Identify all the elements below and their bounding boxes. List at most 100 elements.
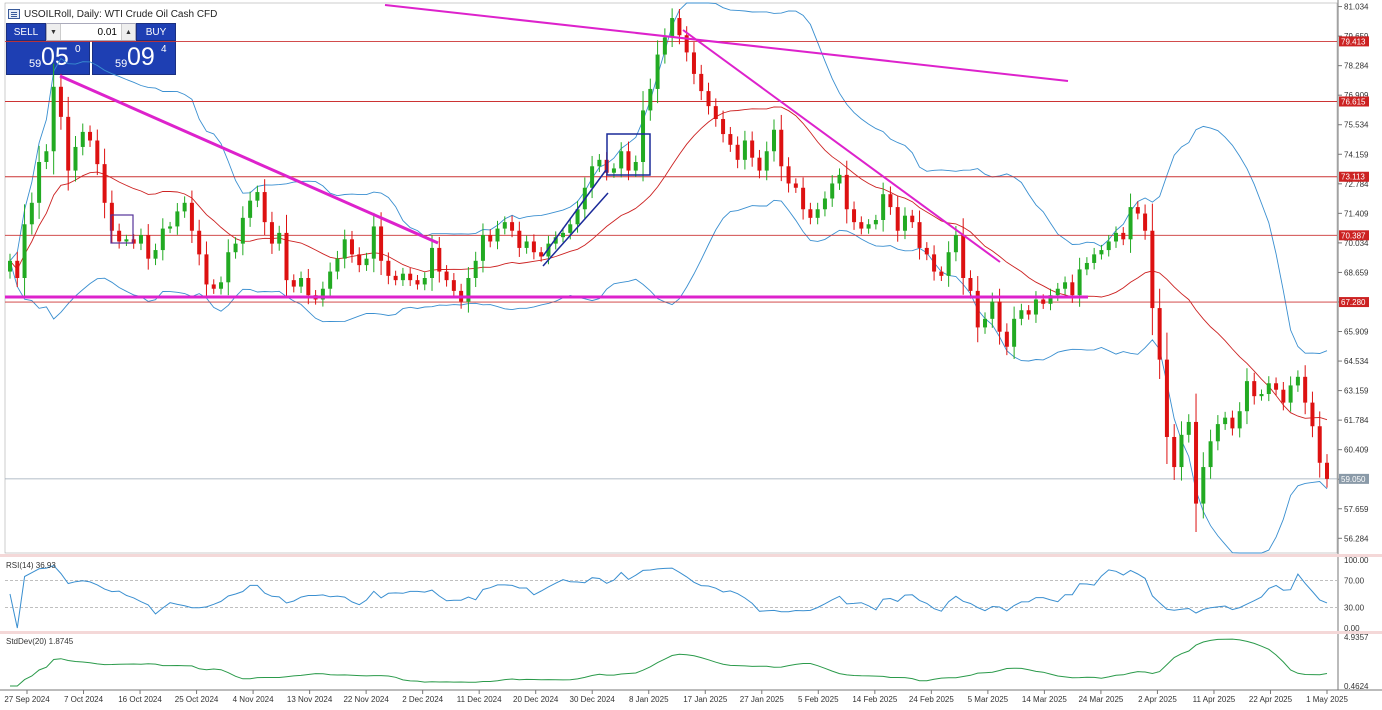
buy-button[interactable]: BUY (136, 23, 176, 41)
lot-decrease-icon[interactable]: ▼ (47, 24, 61, 40)
candle-body (58, 86, 63, 117)
candle-body (197, 230, 202, 255)
current-price-tag (1339, 473, 1369, 484)
buy-price-sup: 4 (161, 44, 167, 55)
price-tick-label: 57.659 (1344, 505, 1369, 514)
candle-body (1055, 288, 1060, 296)
date-tick-label: 11 Dec 2024 (457, 695, 502, 704)
candle-body (488, 235, 493, 242)
candle-body (684, 35, 689, 53)
stddev-label: StdDev(20) 1.8745 (6, 637, 74, 646)
chart-title: USOILRoll, Daily: WTI Crude Oil Cash CFD (24, 9, 218, 20)
candle-body (1041, 299, 1046, 304)
candle-body (1113, 232, 1118, 242)
candle-body (699, 73, 704, 92)
candle-body (88, 131, 93, 141)
candle-body (408, 273, 413, 281)
candle-body (1295, 376, 1300, 386)
lot-increase-icon[interactable]: ▲ (121, 24, 135, 40)
date-tick-label: 25 Oct 2024 (175, 695, 219, 704)
date-tick-label: 4 Nov 2024 (233, 695, 274, 704)
candle-body (1186, 421, 1191, 435)
candle-body (670, 18, 675, 38)
candle-body (1281, 389, 1286, 403)
candle-body (379, 226, 384, 261)
date-tick-label: 14 Feb 2025 (852, 695, 897, 704)
sell-price-sup: 0 (75, 44, 81, 55)
candle-body (1121, 232, 1126, 240)
channel-line (542, 192, 609, 267)
date-tick-label: 11 Apr 2025 (1193, 695, 1236, 704)
level-price-label: 76.615 (1341, 98, 1366, 107)
candle-body (852, 209, 857, 223)
candle-body (1288, 385, 1293, 403)
candle-body (328, 271, 333, 289)
one-click-trading-panel: SELL ▼ 0.01 ▲ BUY 59 05 0 59 09 4 (6, 23, 176, 75)
candle-body (357, 254, 362, 266)
candle-body (153, 250, 158, 259)
candle-body (961, 235, 966, 278)
candle-body (881, 194, 886, 220)
candle-body (1143, 213, 1148, 231)
candle-body (735, 144, 740, 160)
candle-body (1004, 331, 1009, 347)
candle-body (539, 252, 544, 257)
trendline-descending-2 (682, 29, 1001, 263)
candle-body (473, 260, 478, 278)
candle-body (466, 278, 471, 302)
candle-body (1033, 299, 1038, 315)
candle-body (757, 157, 762, 171)
date-tick-label: 7 Oct 2024 (64, 695, 104, 704)
candle-body (1230, 417, 1235, 429)
date-tick-label: 2 Dec 2024 (402, 695, 443, 704)
date-tick-label: 27 Jan 2025 (740, 695, 785, 704)
stddev-tick-label: 0.4624 (1344, 682, 1369, 691)
candle-body (124, 239, 129, 242)
candle-body (575, 209, 580, 225)
stddev-line (10, 638, 1328, 687)
consolidation-box (606, 133, 651, 176)
sell-button[interactable]: SELL (6, 23, 46, 41)
pane-separator (0, 631, 1382, 634)
chart-menu-icon[interactable] (8, 9, 20, 19)
channel-line (542, 169, 607, 257)
candle-body (495, 228, 500, 242)
candle-body (706, 91, 711, 107)
date-tick-label: 22 Nov 2024 (343, 695, 389, 704)
lot-size-input[interactable]: ▼ 0.01 ▲ (46, 23, 136, 41)
buy-price-button[interactable]: 59 09 4 (92, 41, 176, 75)
candle-body (117, 230, 122, 242)
candle-body (393, 275, 398, 281)
candle-body (764, 151, 769, 171)
candle-body (95, 140, 100, 165)
candle-body (866, 224, 871, 229)
buy-price-small: 59 (115, 58, 128, 70)
candle-body (524, 241, 529, 248)
candle-body (284, 232, 289, 281)
candle-body (262, 192, 267, 223)
candle-body (1252, 381, 1257, 397)
candle-body (1317, 426, 1322, 463)
candle-body (742, 140, 747, 160)
price-tick-label: 64.534 (1344, 357, 1369, 366)
lot-value: 0.01 (97, 26, 117, 38)
candle-body (568, 224, 573, 233)
candle-body (211, 284, 216, 289)
candle-body (808, 209, 813, 218)
candle-body (386, 260, 391, 276)
level-price-tag (1339, 171, 1369, 182)
candle-body (182, 202, 187, 212)
price-tick-label: 65.909 (1344, 328, 1369, 337)
candle-body (968, 278, 973, 291)
rsi-tick-label: 30.00 (1344, 604, 1365, 613)
candle-body (226, 252, 231, 283)
candle-body (1150, 230, 1155, 309)
candle-body (1310, 402, 1315, 427)
level-price-tag (1339, 36, 1369, 47)
candle-body (1026, 310, 1031, 315)
candle-body (168, 226, 173, 229)
candle-body (502, 222, 507, 229)
candle-body (859, 222, 864, 229)
